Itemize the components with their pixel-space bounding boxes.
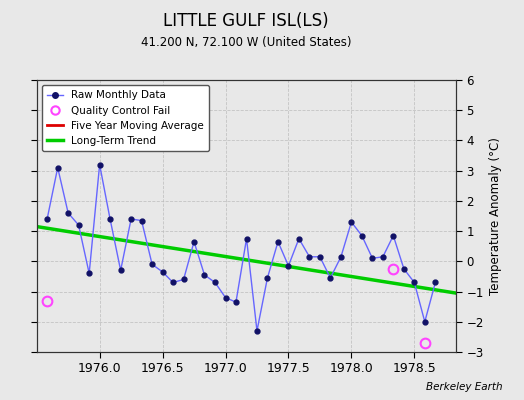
Text: 41.200 N, 72.100 W (United States): 41.200 N, 72.100 W (United States) (141, 36, 352, 49)
Text: Berkeley Earth: Berkeley Earth (427, 382, 503, 392)
Legend: Raw Monthly Data, Quality Control Fail, Five Year Moving Average, Long-Term Tren: Raw Monthly Data, Quality Control Fail, … (42, 85, 209, 151)
Y-axis label: Temperature Anomaly (°C): Temperature Anomaly (°C) (489, 137, 502, 295)
Text: LITTLE GULF ISL(LS): LITTLE GULF ISL(LS) (163, 12, 329, 30)
